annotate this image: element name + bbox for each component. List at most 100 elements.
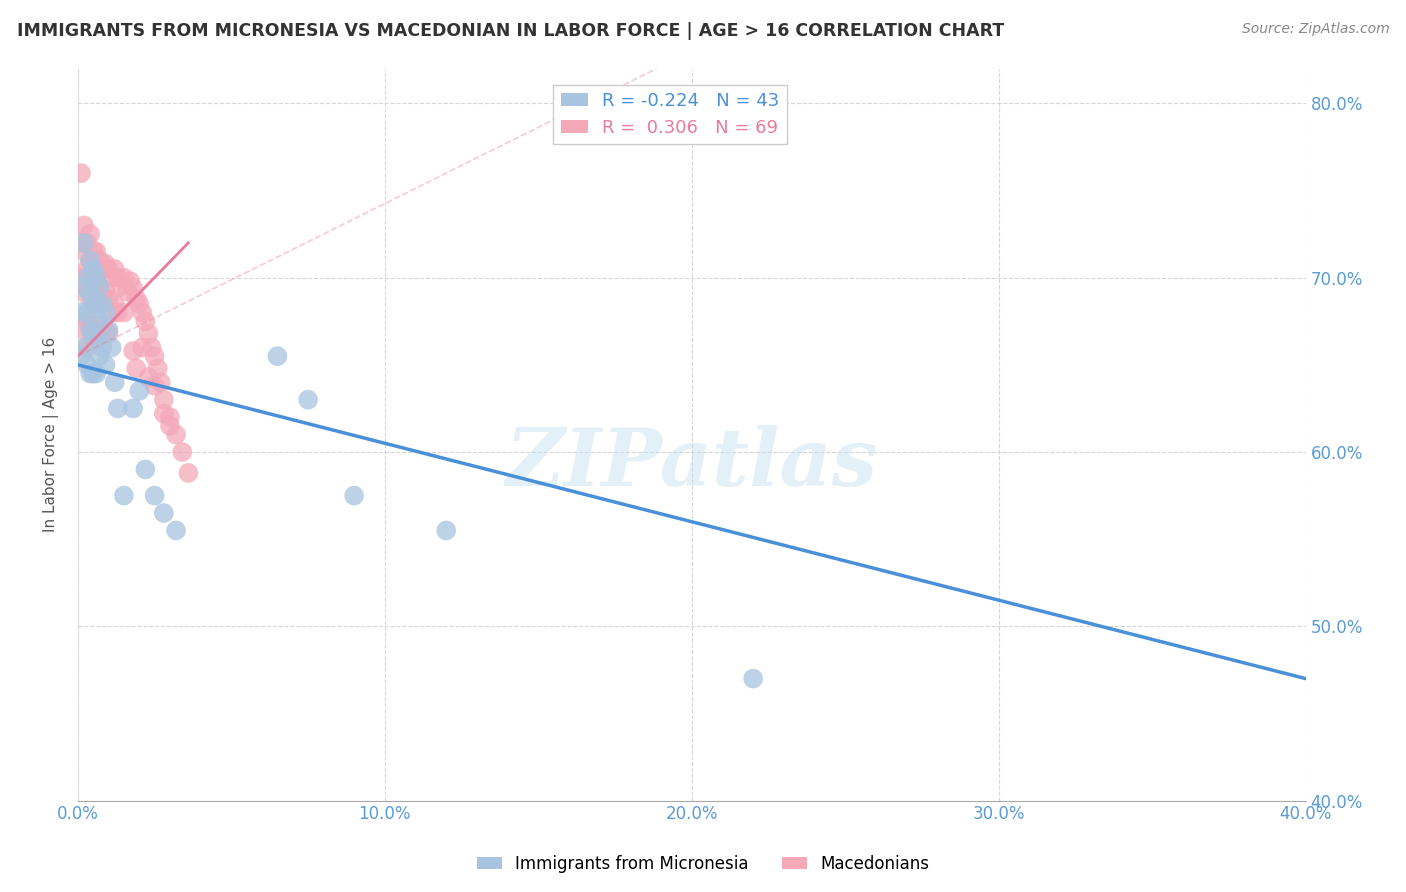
Point xyxy=(84,367,107,381)
Point xyxy=(82,332,104,346)
Point xyxy=(89,349,111,363)
Point xyxy=(122,281,145,295)
Point xyxy=(146,361,169,376)
Point xyxy=(297,392,319,407)
Point xyxy=(94,257,117,271)
Point xyxy=(131,305,153,319)
Point xyxy=(73,340,96,354)
Point xyxy=(110,279,132,293)
Text: Source: ZipAtlas.com: Source: ZipAtlas.com xyxy=(1241,22,1389,37)
Point xyxy=(76,314,98,328)
Point xyxy=(107,401,129,416)
Point xyxy=(89,279,111,293)
Point xyxy=(70,166,93,180)
Point xyxy=(84,270,107,285)
Point xyxy=(79,323,101,337)
Point xyxy=(97,262,120,277)
Point xyxy=(91,323,114,337)
Point xyxy=(165,427,187,442)
Point xyxy=(153,392,176,407)
Point xyxy=(143,489,166,503)
Point xyxy=(76,262,98,277)
Point xyxy=(177,466,200,480)
Point xyxy=(91,340,114,354)
Point xyxy=(122,343,145,358)
Point xyxy=(79,285,101,299)
Point xyxy=(153,506,176,520)
Point xyxy=(82,270,104,285)
Point xyxy=(91,262,114,277)
Point xyxy=(84,270,107,285)
Point xyxy=(70,235,93,250)
Point xyxy=(107,270,129,285)
Point xyxy=(76,235,98,250)
Point xyxy=(125,292,148,306)
Point xyxy=(89,279,111,293)
Point xyxy=(125,361,148,376)
Point xyxy=(100,305,122,319)
Y-axis label: In Labor Force | Age > 16: In Labor Force | Age > 16 xyxy=(44,337,59,533)
Point xyxy=(76,340,98,354)
Point xyxy=(82,367,104,381)
Point xyxy=(94,323,117,337)
Point xyxy=(343,489,366,503)
Text: ZIPatlas: ZIPatlas xyxy=(506,425,877,502)
Point xyxy=(118,274,141,288)
Point xyxy=(79,288,101,302)
Point xyxy=(76,288,98,302)
Point xyxy=(134,314,156,328)
Point xyxy=(73,219,96,233)
Point xyxy=(73,323,96,337)
Point xyxy=(84,332,107,346)
Point xyxy=(112,270,135,285)
Point xyxy=(94,305,117,319)
Point xyxy=(131,340,153,354)
Point xyxy=(79,319,101,334)
Point xyxy=(143,349,166,363)
Point xyxy=(138,326,160,341)
Point xyxy=(84,244,107,259)
Point xyxy=(84,332,107,346)
Point xyxy=(97,292,120,306)
Point xyxy=(112,489,135,503)
Point xyxy=(73,235,96,250)
Point xyxy=(89,253,111,268)
Point xyxy=(159,410,181,425)
Point xyxy=(73,244,96,259)
Point xyxy=(141,340,163,354)
Point xyxy=(82,244,104,259)
Point xyxy=(73,279,96,293)
Legend: Immigrants from Micronesia, Macedonians: Immigrants from Micronesia, Macedonians xyxy=(470,848,936,880)
Point xyxy=(70,305,93,319)
Point xyxy=(97,323,120,337)
Point xyxy=(104,297,127,311)
Point xyxy=(70,349,93,363)
Point xyxy=(76,305,98,319)
Point xyxy=(172,445,194,459)
Point xyxy=(266,349,288,363)
Point xyxy=(91,297,114,311)
Point xyxy=(742,672,765,686)
Point xyxy=(91,288,114,302)
Point xyxy=(89,314,111,328)
Point xyxy=(112,305,135,319)
Point xyxy=(159,418,181,433)
Point xyxy=(84,297,107,311)
Point xyxy=(100,270,122,285)
Point xyxy=(100,340,122,354)
Point xyxy=(107,305,129,319)
Point xyxy=(82,262,104,277)
Point xyxy=(138,370,160,384)
Point xyxy=(128,297,150,311)
Point xyxy=(84,297,107,311)
Point xyxy=(73,279,96,293)
Point xyxy=(104,262,127,277)
Point xyxy=(82,297,104,311)
Point xyxy=(149,376,172,390)
Point xyxy=(82,326,104,341)
Text: IMMIGRANTS FROM MICRONESIA VS MACEDONIAN IN LABOR FORCE | AGE > 16 CORRELATION C: IMMIGRANTS FROM MICRONESIA VS MACEDONIAN… xyxy=(17,22,1004,40)
Point xyxy=(97,326,120,341)
Point xyxy=(115,285,138,299)
Point xyxy=(76,358,98,372)
Legend: R = -0.224   N = 43, R =  0.306   N = 69: R = -0.224 N = 43, R = 0.306 N = 69 xyxy=(554,85,787,145)
